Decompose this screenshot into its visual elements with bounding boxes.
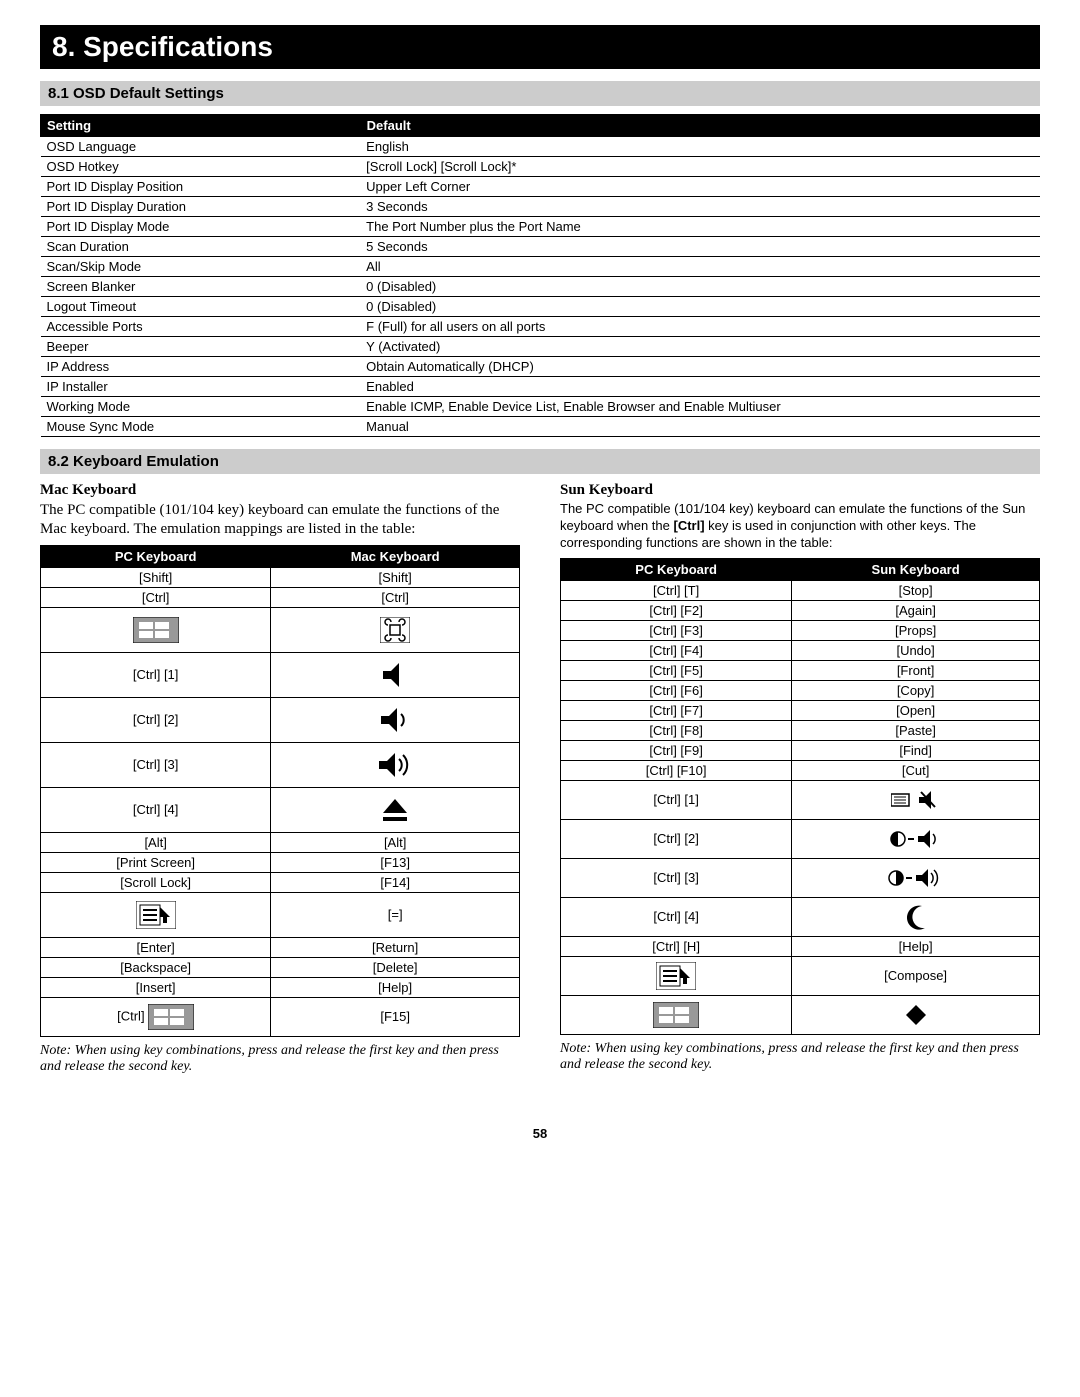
table-row — [41, 607, 520, 652]
win-key-icon — [148, 1004, 194, 1030]
section-82-heading: 8.2 Keyboard Emulation — [40, 449, 1040, 474]
win-key-icon — [133, 617, 179, 643]
vol-down-icon — [379, 706, 411, 734]
page-number: 58 — [40, 1126, 1040, 1141]
table-row: [Ctrl] [F9][Find] — [561, 740, 1040, 760]
mac-subheading: Mac Keyboard — [40, 482, 520, 499]
table-row: [Ctrl] [H][Help] — [561, 936, 1040, 956]
sun-column: Sun Keyboard The PC compatible (101/104 … — [560, 482, 1040, 1076]
table-row: [Ctrl] [4] — [561, 897, 1040, 936]
table-row: [Insert][Help] — [41, 977, 520, 997]
table-row: [Ctrl] [3] — [41, 742, 520, 787]
mute-icon — [381, 661, 409, 689]
table-row: [Ctrl] [1] — [41, 652, 520, 697]
table-row: Scan/Skip ModeAll — [41, 257, 1040, 277]
table-row: [Ctrl] [F5][Front] — [561, 660, 1040, 680]
osd-settings-table: Setting Default OSD LanguageEnglishOSD H… — [40, 114, 1040, 437]
table-row: [Print Screen][F13] — [41, 852, 520, 872]
table-row: [Ctrl][Ctrl] — [41, 587, 520, 607]
win-key-icon — [653, 1002, 699, 1028]
table-row: OSD LanguageEnglish — [41, 137, 1040, 157]
table-row: [Ctrl] [2] — [41, 697, 520, 742]
table-row: [Ctrl] [F6][Copy] — [561, 680, 1040, 700]
table-row: Screen Blanker0 (Disabled) — [41, 277, 1040, 297]
sun-intro: The PC compatible (101/104 key) keyboard… — [560, 501, 1040, 552]
sun-volup-icon — [888, 866, 944, 890]
osd-th-setting: Setting — [41, 115, 361, 137]
table-row: [Ctrl] [F7][Open] — [561, 700, 1040, 720]
sun-note: Note: When using key combinations, press… — [560, 1041, 1040, 1075]
table-row: [Ctrl] [3] — [561, 858, 1040, 897]
table-row: [Ctrl] [F15] — [41, 997, 520, 1036]
table-row: [Enter][Return] — [41, 937, 520, 957]
sun-th-sun: Sun Keyboard — [792, 558, 1040, 580]
table-row: BeeperY (Activated) — [41, 337, 1040, 357]
table-row: [Shift][Shift] — [41, 567, 520, 587]
keyboard-columns: Mac Keyboard The PC compatible (101/104 … — [40, 482, 1040, 1076]
table-row: Port ID Display Duration3 Seconds — [41, 197, 1040, 217]
table-row: Accessible PortsF (Full) for all users o… — [41, 317, 1040, 337]
mac-th-pc: PC Keyboard — [41, 545, 271, 567]
table-row: [Ctrl] [4] — [41, 787, 520, 832]
diamond-icon — [904, 1003, 928, 1027]
table-row: Logout Timeout0 (Disabled) — [41, 297, 1040, 317]
table-row: [=] — [41, 892, 520, 937]
table-row: Mouse Sync ModeManual — [41, 417, 1040, 437]
vol-up-icon — [377, 751, 413, 779]
mac-column: Mac Keyboard The PC compatible (101/104 … — [40, 482, 520, 1076]
table-row: IP AddressObtain Automatically (DHCP) — [41, 357, 1040, 377]
sun-keyboard-table: PC Keyboard Sun Keyboard [Ctrl] [T][Stop… — [560, 558, 1040, 1035]
menu-key-icon — [136, 901, 176, 929]
table-row: [Backspace][Delete] — [41, 957, 520, 977]
sun-voldown-icon — [890, 827, 942, 851]
mac-th-mac: Mac Keyboard — [271, 545, 520, 567]
sun-mute-icon — [891, 788, 941, 812]
menu-key-icon — [656, 962, 696, 990]
table-row: [Ctrl] [F2][Again] — [561, 600, 1040, 620]
table-row: [Ctrl] [2] — [561, 819, 1040, 858]
table-row: Port ID Display ModeThe Port Number plus… — [41, 217, 1040, 237]
table-row: [Ctrl] [F3][Props] — [561, 620, 1040, 640]
table-row: IP InstallerEnabled — [41, 377, 1040, 397]
page-title: 8. Specifications — [40, 25, 1040, 69]
table-row: OSD Hotkey[Scroll Lock] [Scroll Lock]* — [41, 157, 1040, 177]
table-row — [561, 995, 1040, 1034]
table-row: Scan Duration5 Seconds — [41, 237, 1040, 257]
table-row: [Ctrl] [F8][Paste] — [561, 720, 1040, 740]
page: 8. Specifications 8.1 OSD Default Settin… — [0, 0, 1080, 1181]
mac-intro: The PC compatible (101/104 key) keyboard… — [40, 501, 520, 539]
table-row: [Compose] — [561, 956, 1040, 995]
table-row: Working ModeEnable ICMP, Enable Device L… — [41, 397, 1040, 417]
sun-subheading: Sun Keyboard — [560, 482, 1040, 499]
eject-icon — [381, 797, 409, 823]
table-row: [Alt][Alt] — [41, 832, 520, 852]
osd-th-default: Default — [360, 115, 1039, 137]
table-row: [Scroll Lock][F14] — [41, 872, 520, 892]
sun-th-pc: PC Keyboard — [561, 558, 792, 580]
section-81-heading: 8.1 OSD Default Settings — [40, 81, 1040, 106]
mac-keyboard-table: PC Keyboard Mac Keyboard [Shift][Shift][… — [40, 545, 520, 1037]
table-row: [Ctrl] [T][Stop] — [561, 580, 1040, 600]
table-row: [Ctrl] [F10][Cut] — [561, 760, 1040, 780]
mac-note: Note: When using key combinations, press… — [40, 1043, 520, 1077]
moon-icon — [902, 903, 930, 931]
cmd-key-icon — [380, 617, 410, 643]
table-row: [Ctrl] [1] — [561, 780, 1040, 819]
table-row: [Ctrl] [F4][Undo] — [561, 640, 1040, 660]
table-row: Port ID Display PositionUpper Left Corne… — [41, 177, 1040, 197]
